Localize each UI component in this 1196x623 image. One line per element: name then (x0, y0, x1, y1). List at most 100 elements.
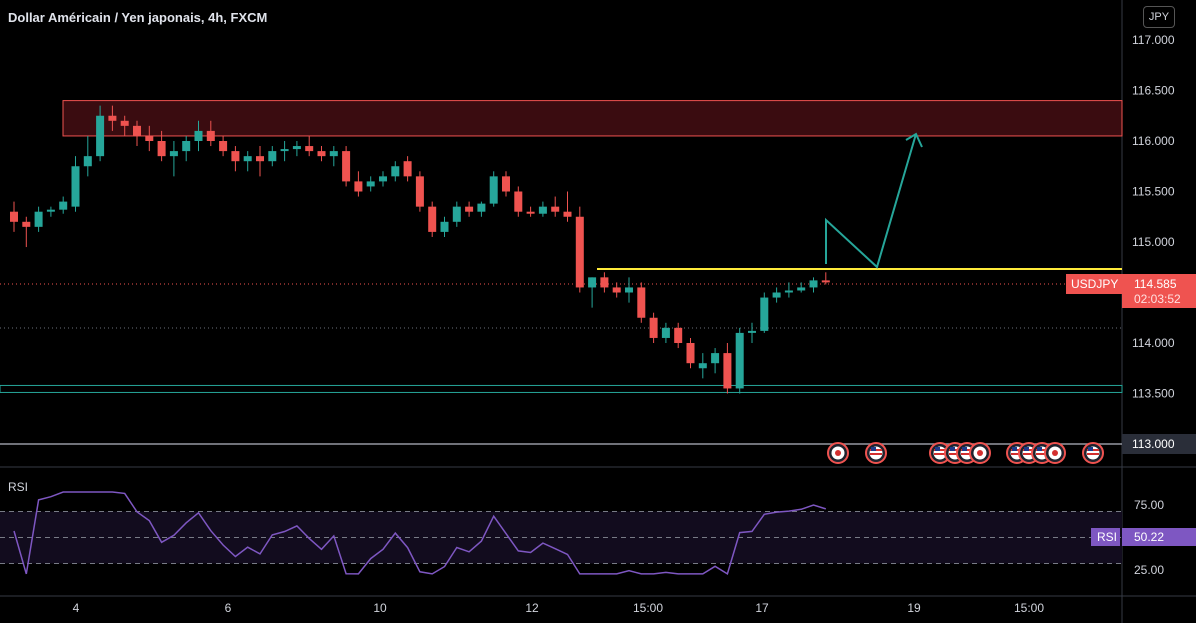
candle (71, 156, 80, 212)
candle (821, 272, 830, 285)
japan-event-icon (827, 442, 849, 464)
candle (551, 196, 560, 217)
candle-body (784, 290, 793, 293)
candle (157, 130, 166, 162)
time-tick-label: 17 (755, 601, 769, 615)
candle-body (735, 332, 744, 389)
candle-body (34, 211, 43, 227)
candle (10, 201, 18, 232)
candle (268, 146, 277, 167)
candle (748, 322, 756, 343)
candle (108, 105, 117, 131)
us-stripe (870, 453, 882, 455)
candle-body (96, 115, 105, 157)
candle (711, 348, 720, 374)
us-event-icon (865, 442, 887, 464)
time-tick-label: 4 (73, 601, 80, 615)
candle-body (83, 156, 92, 167)
candle-body (711, 353, 720, 364)
candle (379, 171, 387, 187)
candle (784, 282, 793, 298)
candle-body (10, 211, 18, 222)
candle-body (748, 330, 756, 333)
candle (96, 105, 105, 162)
us-canton (935, 447, 940, 451)
candle (34, 206, 43, 232)
price-tag-countdown: 02:03:52 (1134, 292, 1181, 306)
candle (698, 353, 707, 379)
candle (354, 171, 363, 197)
candle (428, 201, 437, 237)
candle (760, 292, 769, 333)
candle-body (391, 166, 400, 177)
time-tick-label: 12 (525, 601, 539, 615)
us-stripe (1011, 453, 1023, 455)
candle-body (157, 141, 166, 157)
candle-body (686, 343, 695, 364)
candle-body (317, 151, 326, 157)
candle (797, 282, 806, 293)
candle-body (231, 151, 240, 162)
candle (735, 327, 744, 394)
us-stripe (949, 453, 961, 455)
candle-body (59, 201, 68, 210)
candle-body (698, 363, 707, 369)
candle-body (219, 141, 228, 152)
rsi-tag-label-bg (1091, 528, 1120, 546)
candle-body (489, 176, 498, 204)
price-tick-label: 115.500 (1132, 185, 1175, 199)
candle-body (46, 209, 55, 212)
candle-body (71, 166, 80, 207)
candle-body (588, 277, 597, 288)
candle-body (465, 206, 474, 212)
us-canton (871, 447, 876, 451)
price-tick-label: 116.000 (1132, 134, 1175, 148)
us-canton (950, 447, 955, 451)
candle-body (415, 176, 424, 207)
rsi-tag-label: RSI (1097, 530, 1117, 544)
price-tag (1122, 274, 1196, 308)
candle-body (440, 221, 449, 232)
candle (661, 322, 670, 343)
candle (59, 196, 68, 214)
candle-body (243, 156, 252, 162)
candle-body (674, 327, 683, 343)
us-stripe (1023, 453, 1035, 455)
candle (502, 171, 510, 197)
rsi-pane-label: RSI (8, 480, 29, 494)
candle (292, 141, 301, 157)
candle (219, 135, 228, 157)
candle (256, 146, 264, 177)
candle (612, 282, 621, 298)
candle (489, 171, 498, 207)
candle-body (120, 120, 129, 126)
candle-body (649, 317, 658, 338)
candle (625, 277, 633, 303)
candle-body (379, 176, 387, 182)
price-tag-value: 114.585 (1134, 277, 1177, 291)
candle (452, 201, 461, 227)
symbol-tag (1066, 274, 1122, 294)
candle-body (268, 151, 277, 162)
candle-body (575, 216, 584, 288)
rsi-line (13, 491, 827, 576)
chart-title: Dollar Américain / Yen japonais, 4h, FXC… (8, 10, 268, 25)
currency-button[interactable]: JPY (1143, 6, 1175, 28)
rsi-tick-label: 75.00 (1134, 498, 1164, 512)
candle (575, 206, 584, 293)
candle-body (108, 115, 117, 121)
candle (538, 201, 547, 217)
candle-body (637, 287, 646, 318)
candle-body (22, 221, 31, 227)
candle-body (526, 211, 535, 214)
candle (329, 146, 338, 167)
price-113-tag-label: 113.000 (1132, 437, 1175, 451)
candle (649, 312, 658, 343)
resistance-zone (62, 100, 1123, 137)
candle (514, 186, 523, 217)
candle-body (305, 146, 314, 152)
candle (686, 337, 695, 369)
us-canton (1037, 447, 1042, 451)
candle (133, 120, 141, 147)
